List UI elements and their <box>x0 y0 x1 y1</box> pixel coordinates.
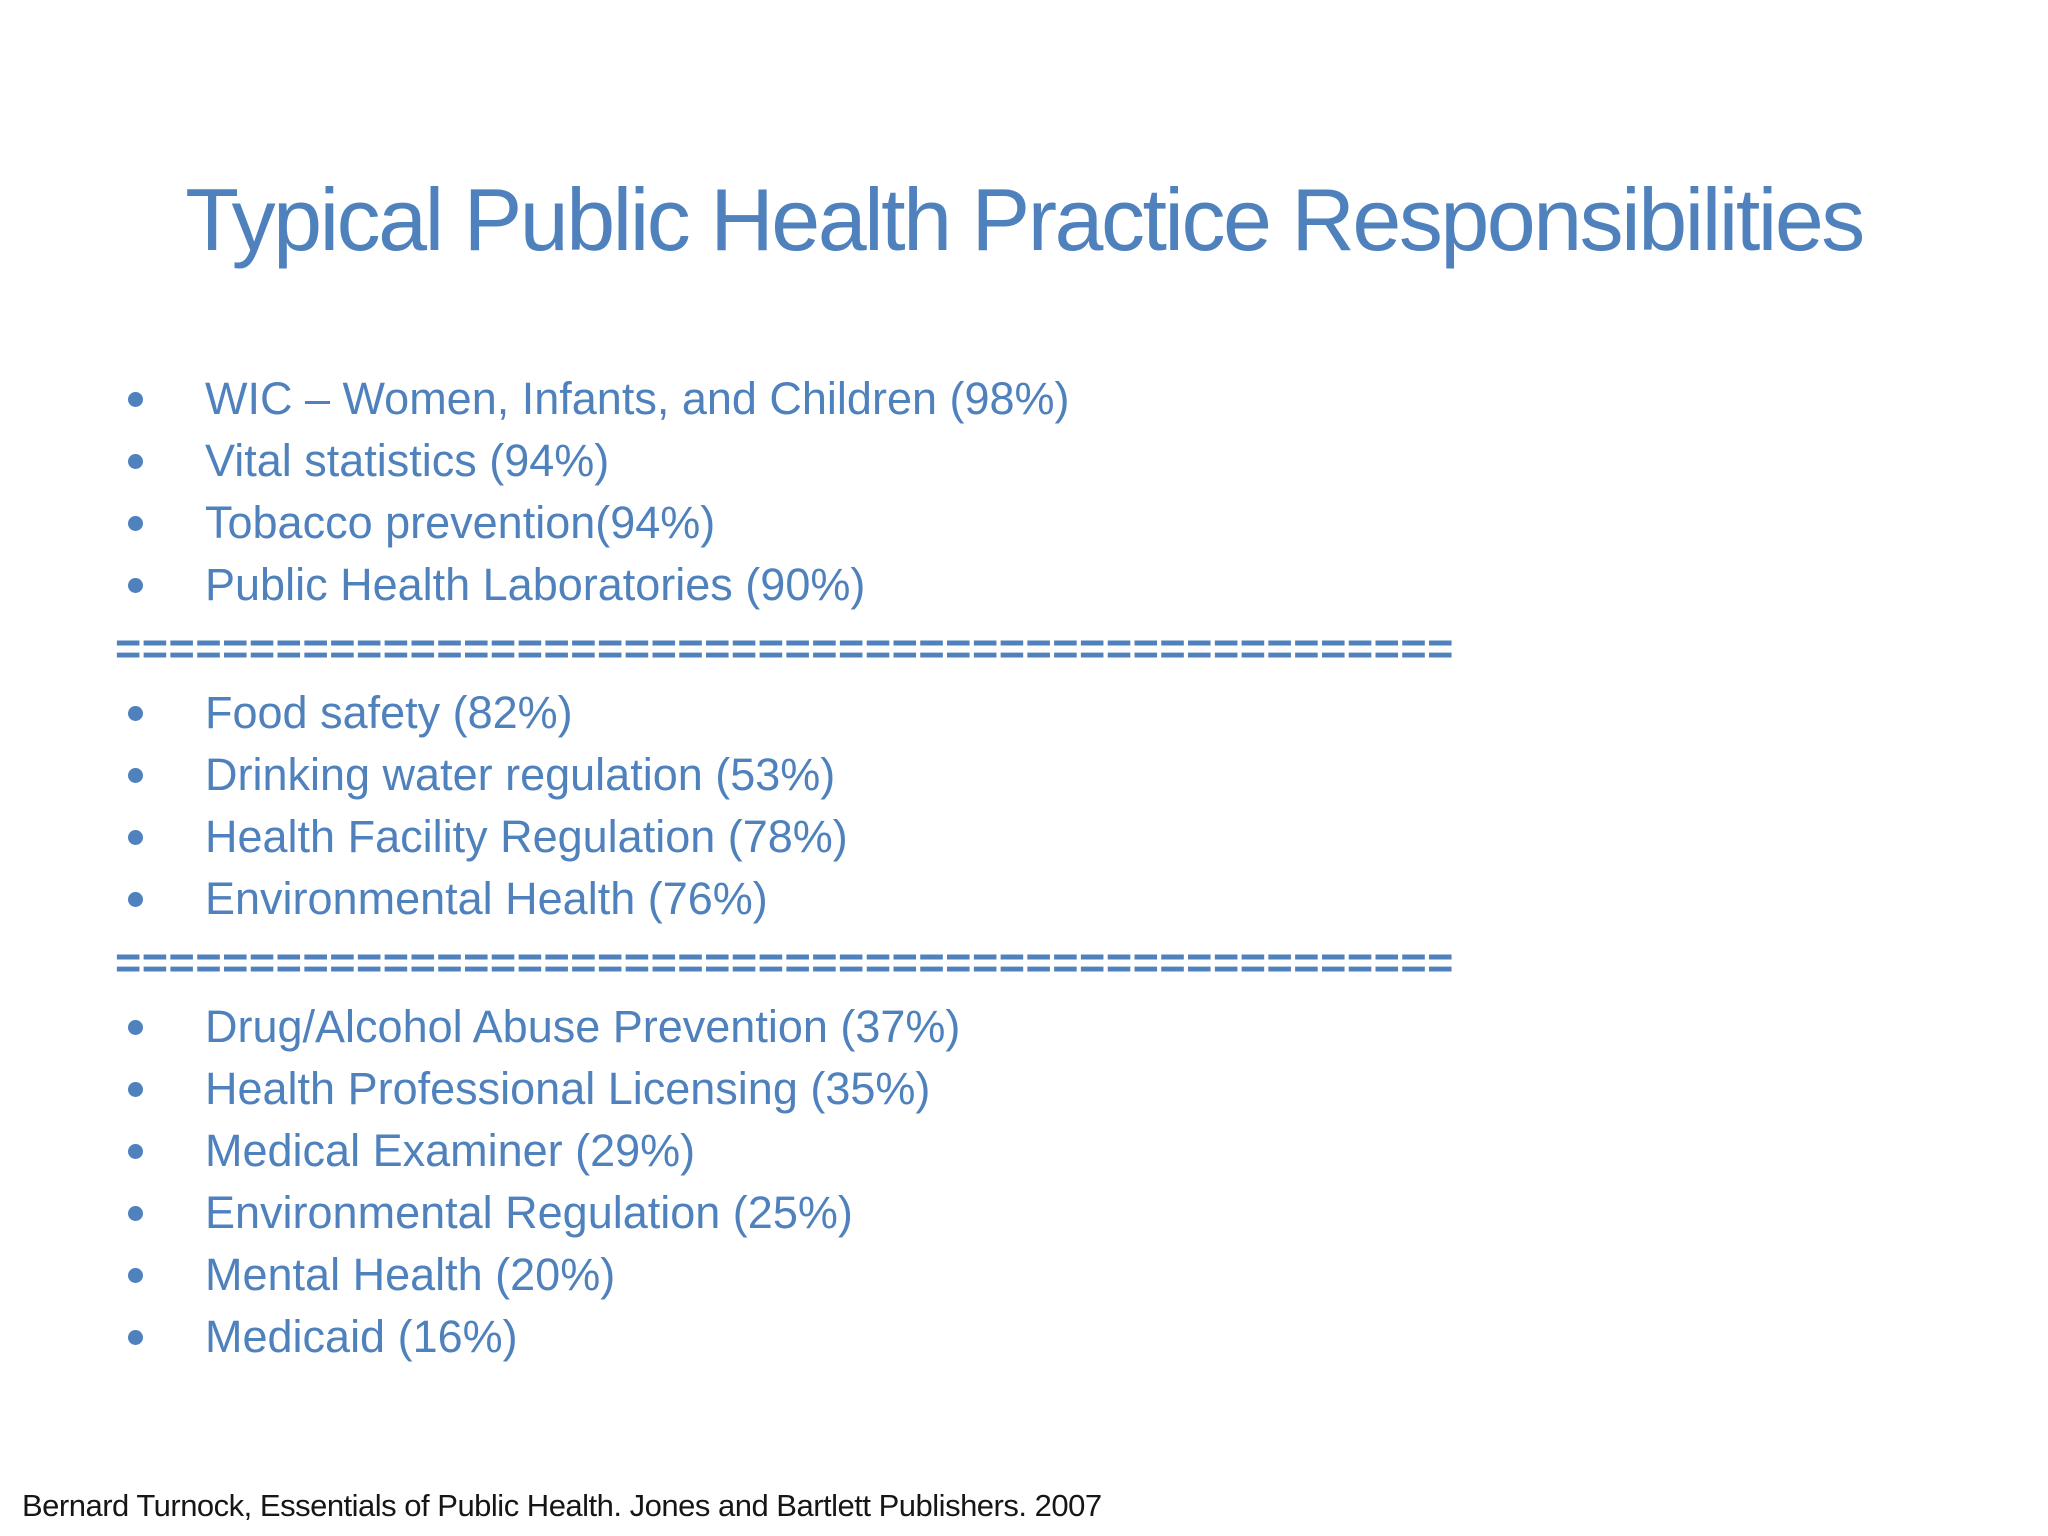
bullet-icon <box>128 392 143 407</box>
citation-text: Bernard Turnock, Essentials of Public He… <box>22 1488 1102 1523</box>
bullet-icon <box>128 516 143 531</box>
list-item-text: Vital statistics (94%) <box>205 435 610 486</box>
bullet-icon <box>128 1330 143 1345</box>
bullet-icon <box>128 706 143 721</box>
bullet-group-mid: Food safety (82%) Drinking water regulat… <box>128 682 1928 930</box>
list-item-text: Drinking water regulation (53%) <box>205 749 836 800</box>
bullet-icon <box>128 1144 143 1159</box>
list-item-text: Tobacco prevention(94%) <box>205 497 716 548</box>
list-item: Health Facility Regulation (78%) <box>128 806 1928 868</box>
bullet-icon <box>128 892 143 907</box>
bullet-group-low: Drug/Alcohol Abuse Prevention (37%) Heal… <box>128 996 1928 1368</box>
bullet-group-high: WIC – Women, Infants, and Children (98%)… <box>128 368 1928 616</box>
bullet-icon <box>128 830 143 845</box>
list-item-text: Health Professional Licensing (35%) <box>205 1063 931 1114</box>
bullet-icon <box>128 1206 143 1221</box>
list-item: Medical Examiner (29%) <box>128 1120 1928 1182</box>
list-item: Vital statistics (94%) <box>128 430 1928 492</box>
list-item-text: Environmental Regulation (25%) <box>205 1187 853 1238</box>
list-item-text: Drug/Alcohol Abuse Prevention (37%) <box>205 1001 961 1052</box>
bullet-icon <box>128 1268 143 1283</box>
bullet-icon <box>128 578 143 593</box>
list-item-text: Environmental Health (76%) <box>205 873 768 924</box>
list-item: Environmental Health (76%) <box>128 868 1928 930</box>
list-item: Public Health Laboratories (90%) <box>128 554 1928 616</box>
list-item: Mental Health (20%) <box>128 1244 1928 1306</box>
list-item: Environmental Regulation (25%) <box>128 1182 1928 1244</box>
list-item-text: Health Facility Regulation (78%) <box>205 811 848 862</box>
list-item: Health Professional Licensing (35%) <box>128 1058 1928 1120</box>
bullet-icon <box>128 1020 143 1035</box>
list-item-text: Food safety (82%) <box>205 687 573 738</box>
list-item-text: Medicaid (16%) <box>205 1311 518 1362</box>
bullet-icon <box>128 768 143 783</box>
list-item-text: WIC – Women, Infants, and Children (98%) <box>205 373 1070 424</box>
list-item-text: Medical Examiner (29%) <box>205 1125 696 1176</box>
bullet-icon <box>128 1082 143 1097</box>
list-item-text: Mental Health (20%) <box>205 1249 616 1300</box>
separator-line: ========================================… <box>115 623 1454 674</box>
list-item: Food safety (82%) <box>128 682 1928 744</box>
list-item: Drinking water regulation (53%) <box>128 744 1928 806</box>
list-item: Drug/Alcohol Abuse Prevention (37%) <box>128 996 1928 1058</box>
list-item: Medicaid (16%) <box>128 1306 1928 1368</box>
separator-line: ========================================… <box>115 937 1454 988</box>
bullet-icon <box>128 454 143 469</box>
slide-body: WIC – Women, Infants, and Children (98%)… <box>115 368 1928 1368</box>
list-item-text: Public Health Laboratories (90%) <box>205 559 866 610</box>
page-title: Typical Public Health Practice Responsib… <box>185 169 1865 269</box>
list-item: Tobacco prevention(94%) <box>128 492 1928 554</box>
list-item: WIC – Women, Infants, and Children (98%) <box>128 368 1928 430</box>
